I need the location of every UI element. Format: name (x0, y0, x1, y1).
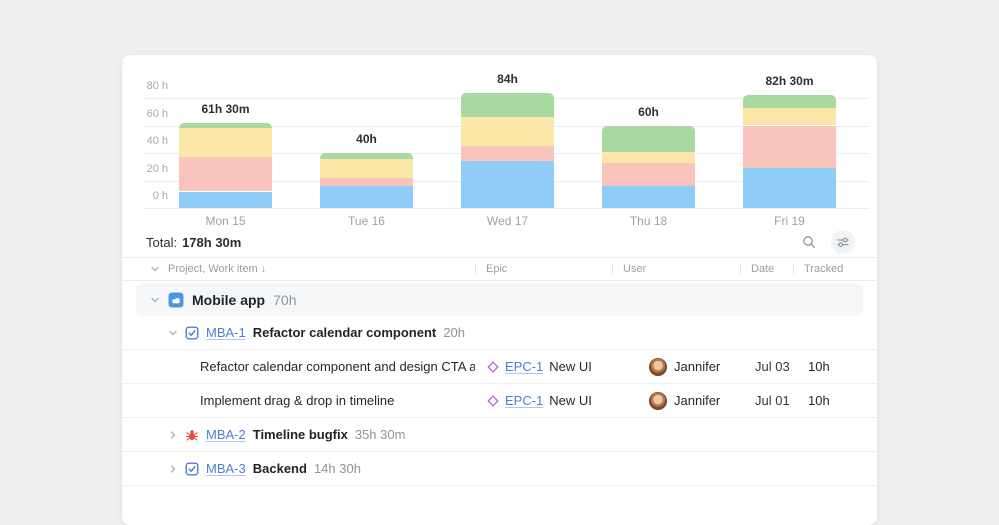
header-tracked[interactable]: Tracked (793, 263, 877, 275)
work-item-tracked: 10h (808, 359, 830, 374)
bar-segment-green[interactable] (320, 153, 413, 159)
bar-total-label: 61h 30m (201, 102, 250, 117)
task-title: Backend (252, 461, 307, 476)
chevron-right-icon[interactable] (168, 464, 178, 474)
summary-bar: Total: 178h 30m (122, 227, 877, 257)
task-row-mba-1: MBA-1 Refactor calendar component 20h (122, 316, 877, 350)
issue-link[interactable]: MBA-2 (206, 427, 246, 442)
bar-segment-yellow[interactable] (179, 128, 272, 158)
x-axis-tick-label: Tue 16 (348, 214, 385, 228)
issue-link[interactable]: MBA-3 (206, 461, 246, 476)
bar-segment-pink[interactable] (602, 163, 695, 186)
x-axis-tick-label: Wed 17 (486, 214, 529, 228)
header-project: Project, Work item ↓ (122, 263, 475, 275)
task-title: Refactor calendar component (252, 325, 437, 340)
avatar (649, 391, 667, 410)
bar-segment-yellow[interactable] (743, 108, 836, 126)
chevron-down-icon[interactable] (150, 295, 160, 305)
search-icon[interactable] (797, 230, 821, 254)
work-item-date: Jul 03 (755, 359, 790, 374)
task-title: Timeline bugfix (252, 427, 348, 442)
avatar (649, 357, 667, 376)
bar-segment-pink[interactable] (743, 125, 836, 169)
task-tracked: 35h 30m (354, 427, 406, 442)
work-item-title: Implement drag & drop in timeline (200, 393, 395, 408)
work-item-title: Refactor calendar component and design C… (200, 359, 475, 374)
bar-total-label: 84h (497, 71, 518, 86)
chevron-right-icon[interactable] (168, 430, 178, 440)
y-axis-tick-label: 0 h (152, 190, 168, 202)
x-axis-tick-label: Thu 18 (629, 214, 668, 228)
bar-segment-yellow[interactable] (461, 117, 554, 147)
epic-diamond-icon (487, 361, 499, 373)
chart: 80 h 60 h 40 h 20 h 0 h 61h 30m Mon 15 40h Tue 1… (122, 55, 877, 228)
header-collapse-icon[interactable] (150, 264, 160, 274)
bar-segment-yellow[interactable] (602, 151, 695, 164)
bar-segment-green[interactable] (743, 94, 836, 109)
bar-segment-green[interactable] (461, 92, 554, 118)
bar-segment-blue[interactable] (179, 191, 272, 208)
bar-segment-pink[interactable] (320, 178, 413, 186)
bar-segment-pink[interactable] (461, 146, 554, 162)
epic-diamond-icon (487, 395, 499, 407)
issue-link[interactable]: MBA-1 (206, 325, 246, 340)
bar-total-label: 82h 30m (765, 73, 814, 88)
header-epic[interactable]: Epic (475, 263, 612, 275)
y-axis-tick-label: 80 h (146, 80, 168, 92)
bar-segment-blue[interactable] (602, 186, 695, 208)
report-card: 80 h 60 h 40 h 20 h 0 h 61h 30m Mon 15 40h Tue 1… (122, 55, 877, 525)
group-row-mobile-app: Mobile app 70h (136, 283, 863, 316)
bar-segment-green[interactable] (602, 125, 695, 152)
bar-segment-blue[interactable] (743, 168, 836, 208)
task-tracked: 20h (443, 325, 465, 340)
epic-name: New UI (549, 359, 592, 374)
group-name: Mobile app (192, 291, 266, 308)
bar-total-label: 40h (356, 132, 377, 146)
task-checkbox-icon (185, 462, 199, 476)
x-axis-tick-label: Mon 15 (205, 214, 246, 228)
y-axis-tick-label: 20 h (146, 162, 168, 175)
epic-name: New UI (549, 393, 592, 408)
settings-sliders-icon[interactable] (831, 230, 855, 254)
user-name: Jannifer (674, 359, 721, 374)
bug-icon (185, 428, 199, 442)
y-axis-tick-label: 40 h (146, 135, 168, 147)
total-value: 178h 30m (182, 234, 242, 250)
chart-gridline (144, 208, 869, 209)
task-tracked: 14h 30h (313, 461, 361, 476)
header-project-label[interactable]: Project, Work item ↓ (168, 263, 267, 275)
work-item-tracked: 10h (808, 393, 830, 408)
bar-segment-pink[interactable] (179, 157, 272, 192)
y-axis-tick-label: 60 h (146, 107, 168, 120)
chevron-down-icon[interactable] (168, 328, 178, 338)
user-name: Jannifer (674, 393, 721, 408)
task-checkbox-icon (185, 326, 199, 340)
work-item-date: Jul 01 (755, 393, 790, 408)
table-header: Project, Work item ↓ Epic User Date Trac… (122, 257, 877, 281)
work-item-row: Refactor calendar component and design C… (122, 350, 877, 384)
task-row-mba-2: MBA-2 Timeline bugfix 35h 30m (122, 418, 877, 452)
group-tracked: 70h (273, 291, 297, 308)
task-row-mba-3: MBA-3 Backend 14h 30h (122, 452, 877, 486)
epic-link[interactable]: EPC-1 (505, 393, 544, 408)
bar-segment-blue[interactable] (461, 161, 554, 209)
bar-segment-green[interactable] (179, 123, 272, 129)
work-item-row: Implement drag & drop in timeline EPC-1 … (122, 384, 877, 418)
total-label: Total: (146, 234, 178, 250)
header-user[interactable]: User (612, 263, 740, 275)
epic-link[interactable]: EPC-1 (505, 359, 544, 374)
header-date[interactable]: Date (740, 263, 793, 275)
bar-total-label: 60h (638, 104, 659, 119)
x-axis-tick-label: Fri 19 (774, 214, 805, 228)
bar-segment-blue[interactable] (320, 186, 413, 208)
mobile-app-project-icon (168, 292, 184, 308)
bar-segment-yellow[interactable] (320, 158, 413, 179)
